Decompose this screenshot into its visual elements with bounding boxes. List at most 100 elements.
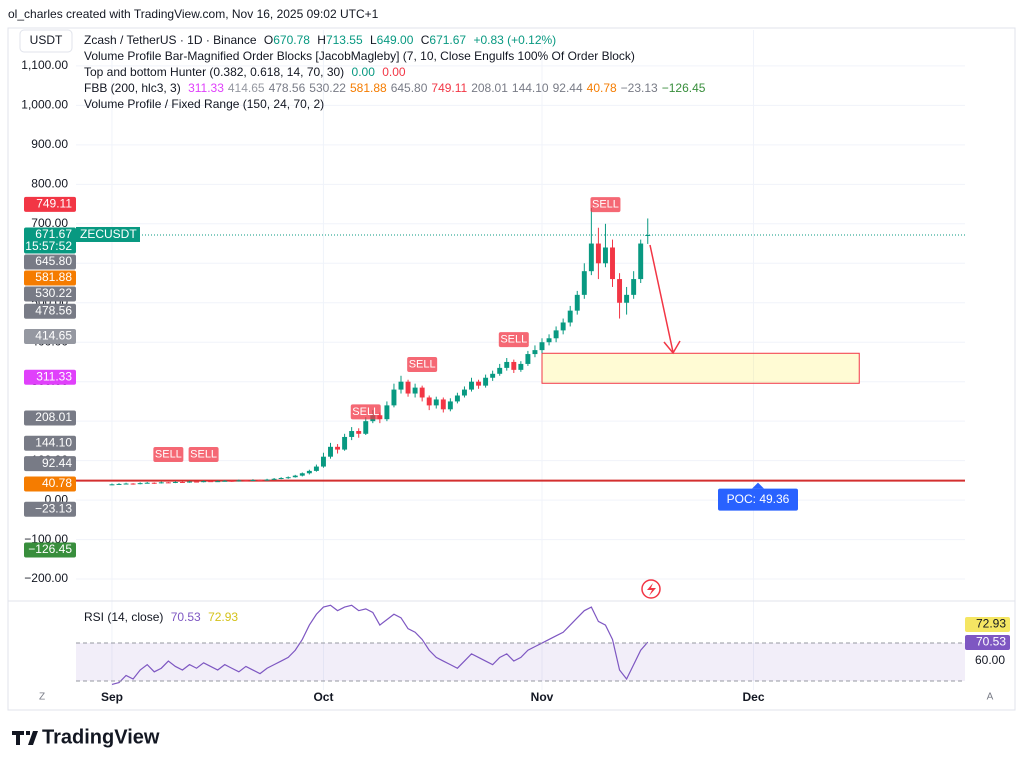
candle-body bbox=[292, 475, 298, 478]
candle-body bbox=[222, 480, 228, 482]
fbb-value: 311.33 bbox=[188, 81, 224, 95]
fbb-value: 414.65 bbox=[227, 81, 265, 95]
countdown: 15:57:52 bbox=[25, 239, 72, 253]
price-badge-text: 311.33 bbox=[36, 369, 72, 383]
y-tick-label: 900.00 bbox=[31, 137, 68, 151]
candle-body bbox=[532, 350, 538, 355]
candle-body bbox=[144, 482, 150, 484]
candle-body bbox=[525, 354, 531, 364]
price-badge-text: 414.65 bbox=[35, 329, 72, 343]
rsi-ma-value: 72.93 bbox=[208, 610, 239, 624]
fbb-value: 208.01 bbox=[471, 81, 508, 95]
logo: TradingView bbox=[12, 726, 160, 748]
fbb-value: 581.88 bbox=[349, 81, 387, 95]
candle-body bbox=[335, 446, 341, 450]
auto-button[interactable]: A bbox=[987, 692, 994, 703]
event-icon-bolt bbox=[647, 583, 656, 596]
candle-body bbox=[645, 234, 651, 236]
candle-body bbox=[595, 243, 601, 264]
ohlc-key: O bbox=[263, 33, 274, 47]
candle-body bbox=[490, 373, 496, 378]
candle-body bbox=[638, 243, 644, 280]
candle-body bbox=[518, 363, 524, 370]
sell-text: SELL bbox=[409, 358, 436, 370]
currency-box[interactable] bbox=[19, 29, 73, 53]
candle-body bbox=[617, 279, 623, 303]
candle-body bbox=[497, 367, 503, 374]
zoom-button[interactable]: Z bbox=[39, 692, 45, 703]
indicator-label: Top and bottom Hunter (0.382, 0.618, 14,… bbox=[84, 65, 345, 79]
fbb-value: 144.10 bbox=[511, 81, 549, 95]
fbb-value: 645.80 bbox=[390, 81, 428, 95]
candle-body bbox=[342, 436, 348, 450]
candle-body bbox=[278, 478, 284, 480]
ohlc-value: 671.67 bbox=[429, 33, 467, 47]
candle-body bbox=[581, 271, 587, 295]
candle-body bbox=[250, 479, 256, 481]
sell-box bbox=[188, 446, 219, 462]
candle-body bbox=[257, 479, 263, 481]
indicator-value: 0.00 bbox=[382, 65, 406, 79]
x-tick-label: Sep bbox=[101, 690, 123, 704]
price-badge-text: 92.44 bbox=[42, 456, 72, 470]
sell-text: SELL bbox=[500, 334, 527, 346]
price-badge-text: 144.10 bbox=[35, 435, 72, 449]
candle-body bbox=[631, 279, 637, 295]
change: +0.83 (+0.12%) bbox=[473, 33, 557, 47]
sell-box bbox=[350, 404, 381, 420]
candle-body bbox=[313, 466, 319, 471]
candle-body bbox=[172, 481, 178, 483]
candle-body bbox=[391, 389, 397, 406]
y-tick-label: 1,000.00 bbox=[21, 98, 68, 112]
candle-body bbox=[179, 481, 185, 483]
candle-body bbox=[130, 483, 136, 485]
order-block bbox=[541, 352, 860, 384]
price-badge bbox=[24, 303, 76, 319]
candle-body bbox=[588, 243, 594, 272]
candle-body bbox=[285, 477, 291, 479]
candle-body bbox=[539, 342, 545, 351]
sell-text: SELL bbox=[155, 448, 182, 460]
rsi-tick-label: 60.00 bbox=[975, 653, 1005, 667]
candle-body bbox=[574, 294, 580, 311]
candle-body bbox=[440, 399, 446, 410]
candle-body bbox=[320, 456, 326, 467]
fbb-value: −23.13 bbox=[620, 81, 658, 95]
price-badge bbox=[24, 196, 76, 212]
candle-body bbox=[469, 381, 474, 390]
candle-body bbox=[553, 330, 559, 339]
fbb-value: 478.56 bbox=[268, 81, 306, 95]
sell-box bbox=[590, 197, 621, 213]
price-badge-text: 671.67 bbox=[35, 227, 72, 241]
candle-body bbox=[412, 387, 418, 394]
candle-body bbox=[264, 479, 270, 481]
candle-body bbox=[567, 310, 573, 323]
candle-body bbox=[356, 431, 362, 434]
rsi-badge bbox=[965, 635, 1010, 650]
price-badge bbox=[24, 270, 76, 286]
price-badge bbox=[24, 410, 76, 426]
legend-rsi: RSI (14, close) 70.53 72.93 bbox=[84, 609, 242, 625]
ohlc-value: 649.00 bbox=[376, 33, 414, 47]
rsi-badge-text: 70.53 bbox=[976, 635, 1006, 649]
indicator-label: RSI (14, close) bbox=[84, 610, 164, 624]
price-badge bbox=[24, 476, 76, 492]
fbb-value: 40.78 bbox=[586, 81, 617, 95]
candle-body bbox=[328, 446, 333, 457]
fbb-value: 749.11 bbox=[431, 81, 468, 95]
price-badge bbox=[24, 328, 76, 344]
x-tick-label: Oct bbox=[313, 690, 333, 704]
y-tick-label: −200.00 bbox=[24, 571, 68, 585]
candle-body bbox=[187, 481, 192, 483]
price-badge bbox=[24, 501, 76, 517]
symbol-label: ZECUSDT bbox=[80, 227, 137, 241]
candle-body bbox=[560, 322, 566, 331]
price-badge bbox=[24, 456, 76, 472]
legend-hunter: Top and bottom Hunter (0.382, 0.618, 14,… bbox=[84, 64, 410, 80]
candle-body bbox=[363, 421, 369, 434]
poc-text: POC: 49.36 bbox=[727, 492, 790, 506]
sell-text: SELL bbox=[592, 199, 619, 211]
candle-body bbox=[426, 397, 432, 406]
